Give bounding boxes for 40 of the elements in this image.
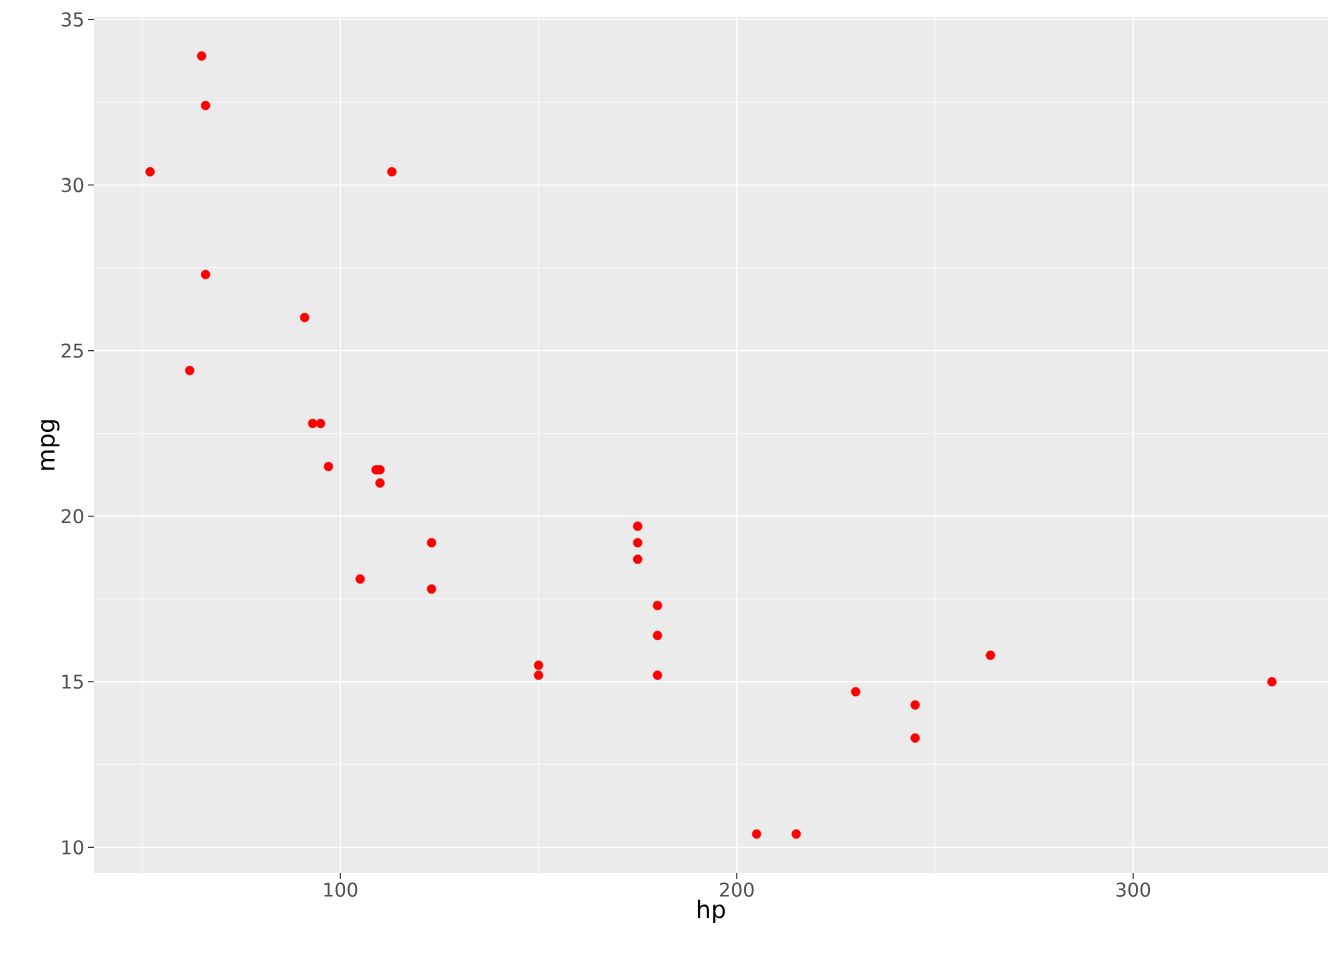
point [652,630,663,641]
point [387,167,397,177]
point [632,537,643,548]
y-tick-label: 20 [61,509,84,524]
point [791,829,801,839]
x-tick-label: 300 [1116,882,1151,897]
point [426,584,437,594]
y-tick-label: 15 [62,674,83,689]
point [652,670,663,680]
y-axis-title: mpg [41,420,60,470]
point [145,167,155,177]
point [652,600,663,611]
point [200,269,211,280]
point [323,461,334,472]
y-tick-label: 25 [61,343,83,358]
point [1267,677,1277,687]
point [533,660,544,670]
point [355,574,365,584]
point [299,312,310,323]
point [200,100,211,111]
y-tick-label: 35 [61,12,83,27]
point [985,650,996,660]
point [426,537,437,548]
point [315,418,326,429]
point [910,700,920,710]
x-tick-label: 200 [720,882,754,897]
point [533,670,544,680]
x-axis-title: hp [697,899,725,923]
point [751,829,762,839]
y-tick-label: 30 [61,177,84,193]
point [632,521,643,531]
point [632,554,643,564]
point [910,733,920,743]
point [375,478,385,488]
point [185,365,195,376]
y-tick-label: 10 [62,840,84,855]
point [196,51,207,61]
x-tick-label: 100 [324,882,358,897]
point [851,687,861,697]
point [307,418,318,429]
